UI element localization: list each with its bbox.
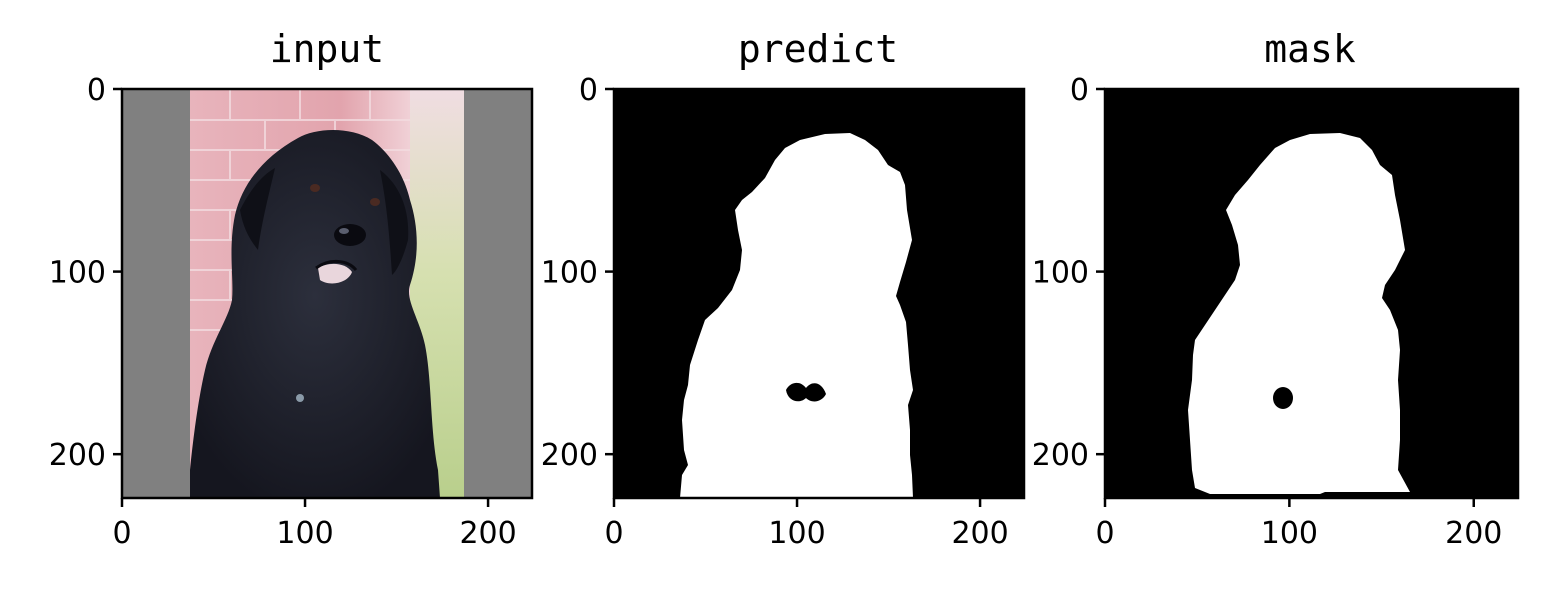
dog-eye-left [310,184,320,192]
panel-title: mask [1264,27,1356,71]
dog-mouth [315,260,358,272]
dog-ear-right [380,170,409,275]
y-tick-label: 0 [87,73,106,108]
x-tick-label: 0 [1095,516,1114,551]
input-image [122,89,532,498]
y-tick-label: 0 [1070,73,1089,108]
y-tick-label: 100 [1032,256,1089,291]
ground-truth-hole [1273,387,1293,409]
x-tick-label: 100 [276,516,333,551]
y-tick-label: 100 [541,256,598,291]
y-tick-label: 100 [49,256,106,291]
dog-nose-highlight [339,228,349,234]
panel-predict: predict 0 100 200 0 100 200 [541,27,1026,551]
axis-ticks: 0 100 200 0 100 200 [49,73,517,551]
x-tick-label: 100 [768,516,825,551]
dog-ear-left [240,168,275,250]
x-tick-label: 100 [1261,516,1318,551]
dog-tag [296,394,304,402]
dog-nose [334,224,366,246]
x-tick-label: 0 [604,516,623,551]
axes-frame [1103,87,1520,500]
y-tick-label: 200 [1032,438,1089,473]
predicted-hole [786,382,826,402]
y-tick-label: 200 [49,438,106,473]
mask-image [1105,89,1518,498]
predicted-silhouette [680,133,913,498]
panel-title: predict [738,27,898,71]
panel-title: input [270,27,384,71]
axes-frame [120,87,534,500]
dog-eye-right [370,198,380,206]
y-tick-label: 200 [541,438,598,473]
x-tick-label: 200 [1445,516,1502,551]
y-tick-label: 0 [579,73,598,108]
x-tick-label: 0 [112,516,131,551]
axis-ticks: 0 100 200 0 100 200 [1032,73,1503,551]
panel-mask: mask 0 100 200 0 100 200 [1032,27,1520,551]
x-tick-label: 200 [951,516,1008,551]
x-tick-label: 200 [459,516,516,551]
axes-frame [612,87,1026,500]
axis-ticks: 0 100 200 0 100 200 [541,73,1009,551]
ground-truth-silhouette [1188,133,1410,494]
predict-image [614,89,1024,498]
panel-input: input [49,27,534,551]
dog-tongue [318,263,352,284]
